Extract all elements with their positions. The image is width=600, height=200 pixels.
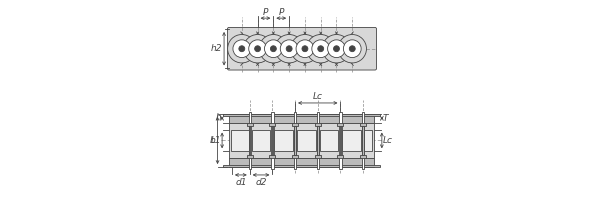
Ellipse shape: [254, 46, 260, 52]
Bar: [337, 155, 343, 158]
Bar: [229, 114, 250, 123]
Polygon shape: [288, 32, 306, 65]
Bar: [297, 130, 316, 151]
Bar: [318, 158, 340, 167]
Bar: [248, 112, 251, 169]
Bar: [362, 126, 364, 155]
Bar: [247, 123, 253, 126]
Bar: [272, 126, 273, 155]
Bar: [320, 130, 338, 151]
Text: h: h: [215, 113, 221, 122]
Ellipse shape: [265, 40, 282, 58]
Bar: [340, 123, 363, 158]
Polygon shape: [335, 32, 353, 65]
Bar: [250, 158, 272, 167]
Bar: [339, 112, 341, 169]
Bar: [272, 123, 295, 158]
Text: Lc: Lc: [313, 92, 323, 101]
Ellipse shape: [233, 40, 251, 58]
Bar: [318, 123, 340, 158]
Text: d1: d1: [235, 178, 247, 187]
Bar: [292, 123, 298, 126]
Text: T: T: [383, 114, 388, 123]
Bar: [340, 114, 363, 123]
Bar: [292, 155, 298, 158]
Ellipse shape: [328, 40, 346, 58]
Ellipse shape: [312, 40, 329, 58]
Polygon shape: [257, 32, 274, 65]
Bar: [250, 114, 272, 123]
Text: P: P: [278, 8, 284, 17]
Polygon shape: [304, 32, 322, 65]
Polygon shape: [320, 32, 337, 65]
Bar: [247, 155, 253, 158]
Bar: [294, 112, 296, 169]
Text: d2: d2: [255, 178, 267, 187]
Ellipse shape: [334, 46, 340, 52]
Ellipse shape: [349, 46, 355, 52]
Bar: [223, 165, 380, 167]
Text: h2: h2: [210, 44, 222, 53]
Bar: [271, 112, 274, 169]
Bar: [223, 114, 380, 116]
Bar: [364, 130, 372, 151]
Ellipse shape: [280, 40, 298, 58]
Ellipse shape: [338, 35, 367, 63]
Ellipse shape: [227, 35, 256, 63]
Polygon shape: [241, 32, 259, 65]
Bar: [317, 126, 319, 155]
Bar: [274, 130, 293, 151]
Bar: [251, 130, 271, 151]
Bar: [315, 123, 321, 126]
Bar: [295, 123, 318, 158]
Bar: [295, 114, 318, 123]
Bar: [363, 114, 374, 123]
Bar: [360, 123, 366, 126]
Ellipse shape: [302, 46, 308, 52]
Bar: [362, 112, 364, 169]
Ellipse shape: [249, 40, 266, 58]
Ellipse shape: [322, 35, 350, 63]
Bar: [360, 155, 366, 158]
Bar: [315, 155, 321, 158]
Bar: [272, 158, 295, 167]
Polygon shape: [272, 32, 290, 65]
Bar: [363, 158, 374, 167]
Bar: [229, 123, 250, 158]
Bar: [317, 112, 319, 169]
Bar: [340, 158, 363, 167]
FancyBboxPatch shape: [227, 27, 377, 70]
Text: Lc: Lc: [383, 136, 393, 145]
Ellipse shape: [291, 35, 319, 63]
Ellipse shape: [239, 46, 245, 52]
Bar: [269, 155, 275, 158]
Ellipse shape: [318, 46, 323, 52]
Ellipse shape: [343, 40, 361, 58]
Ellipse shape: [259, 35, 287, 63]
Ellipse shape: [286, 46, 292, 52]
Bar: [343, 130, 361, 151]
Bar: [231, 130, 249, 151]
Bar: [337, 123, 343, 126]
Ellipse shape: [244, 35, 272, 63]
Text: P: P: [263, 8, 268, 17]
Text: b1: b1: [209, 136, 221, 145]
Bar: [229, 158, 250, 167]
Bar: [250, 123, 272, 158]
Bar: [272, 114, 295, 123]
Ellipse shape: [271, 46, 277, 52]
Ellipse shape: [307, 35, 335, 63]
Ellipse shape: [275, 35, 304, 63]
Bar: [294, 126, 296, 155]
Text: L: L: [211, 136, 216, 145]
Ellipse shape: [296, 40, 314, 58]
Bar: [340, 126, 341, 155]
Bar: [249, 126, 250, 155]
Bar: [295, 158, 318, 167]
Bar: [318, 114, 340, 123]
Bar: [363, 123, 374, 158]
Bar: [269, 123, 275, 126]
